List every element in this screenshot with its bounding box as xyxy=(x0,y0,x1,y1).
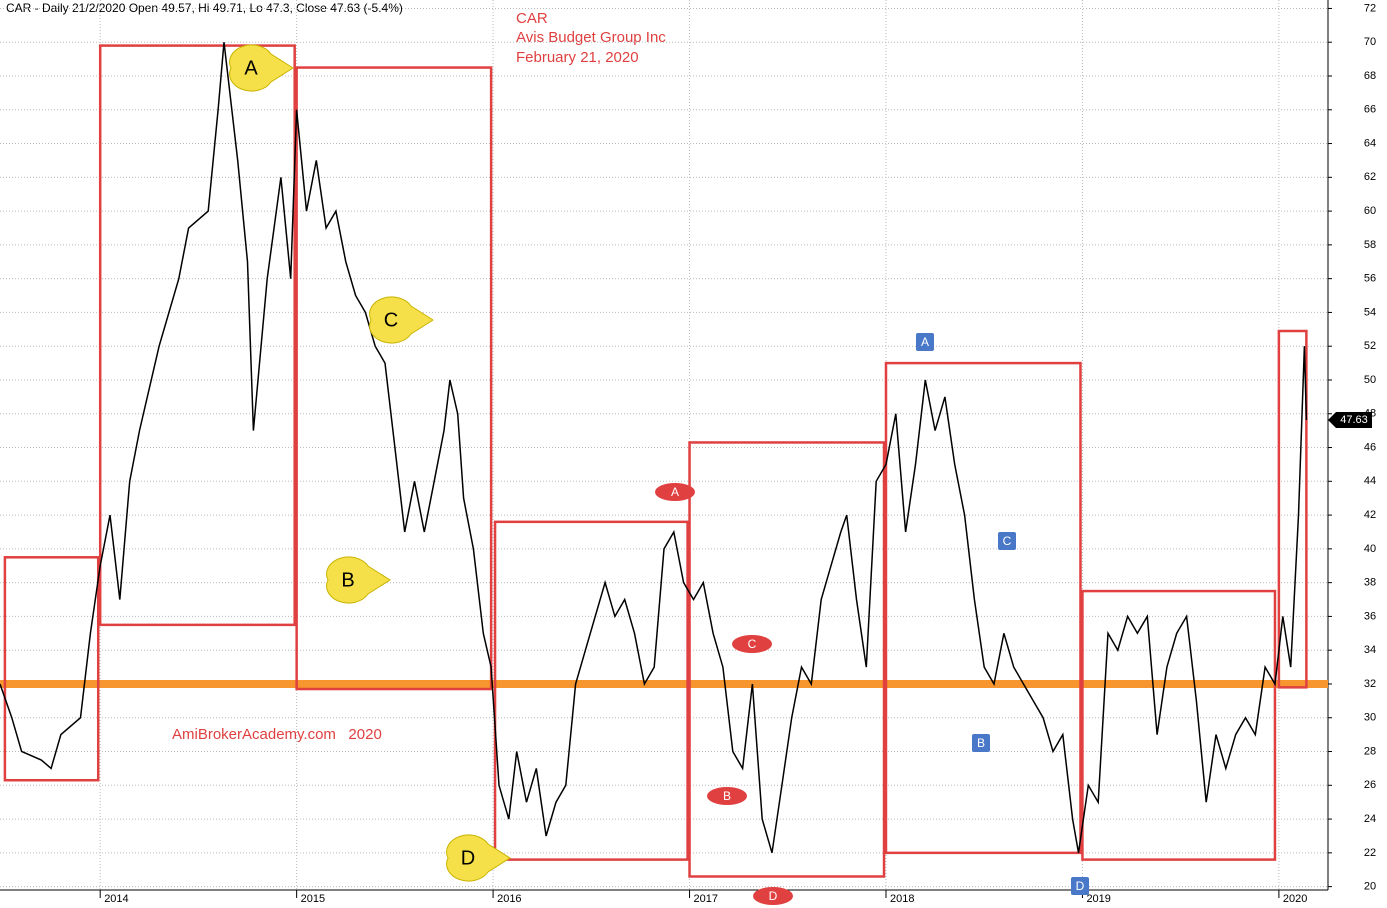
y-tick-label: 70 xyxy=(1364,36,1376,48)
x-tick-label: 2017 xyxy=(694,893,718,905)
x-tick-label: 2018 xyxy=(890,893,914,905)
square-marker xyxy=(972,734,990,752)
x-tick-label: 2019 xyxy=(1086,893,1110,905)
callout xyxy=(326,556,391,604)
y-tick-label: 64 xyxy=(1364,137,1376,149)
y-tick-label: 62 xyxy=(1364,171,1376,183)
x-tick-label: 2020 xyxy=(1283,893,1307,905)
y-tick-label: 68 xyxy=(1364,70,1376,82)
range-box xyxy=(3,556,100,782)
pattern-label: B xyxy=(977,736,985,750)
y-tick-label: 46 xyxy=(1364,441,1376,453)
y-tick-label: 34 xyxy=(1364,644,1376,656)
pattern-label: B xyxy=(723,789,731,803)
oval-marker xyxy=(707,787,747,805)
range-box xyxy=(884,361,1082,855)
y-tick-label: 66 xyxy=(1364,104,1376,116)
range-box xyxy=(493,520,689,861)
y-tick-label: 54 xyxy=(1364,306,1376,318)
y-tick-label: 42 xyxy=(1364,509,1376,521)
square-marker xyxy=(998,532,1016,550)
y-tick-label: 24 xyxy=(1364,813,1376,825)
watermark: AmiBrokerAcademy.com 2020 xyxy=(172,726,382,743)
x-tick-label: 2016 xyxy=(497,893,521,905)
range-box xyxy=(98,44,296,627)
range-box xyxy=(688,441,886,878)
price-line xyxy=(0,42,1308,854)
y-tick-label: 26 xyxy=(1364,779,1376,791)
y-tick-label: 36 xyxy=(1364,610,1376,622)
range-box xyxy=(1277,329,1308,689)
y-tick-label: 72 xyxy=(1364,2,1376,14)
y-tick-label: 28 xyxy=(1364,745,1376,757)
oval-marker xyxy=(732,635,772,653)
subtitle: Avis Budget Group Inc xyxy=(516,29,666,46)
pattern-label: B xyxy=(341,569,354,591)
y-tick-label: 32 xyxy=(1364,678,1376,690)
last-price-tag xyxy=(1328,412,1372,429)
oval-marker xyxy=(655,483,695,501)
pattern-label: A xyxy=(921,335,929,349)
callout xyxy=(229,44,294,92)
pattern-label: C xyxy=(748,637,757,651)
y-tick-label: 40 xyxy=(1364,543,1376,555)
y-tick-label: 56 xyxy=(1364,273,1376,285)
last-price-label: 47.63 xyxy=(1340,414,1368,426)
y-tick-label: 58 xyxy=(1364,239,1376,251)
y-tick-label: 50 xyxy=(1364,374,1376,386)
y-tick-label: 38 xyxy=(1364,577,1376,589)
oval-marker xyxy=(753,887,793,905)
y-tick-label: 52 xyxy=(1364,340,1376,352)
callout xyxy=(446,834,511,882)
y-tick-label: 22 xyxy=(1364,847,1376,859)
y-tick-label: 60 xyxy=(1364,205,1376,217)
y-tick-label: 20 xyxy=(1364,881,1376,893)
pattern-label: D xyxy=(769,889,778,903)
pattern-label: D xyxy=(1076,879,1085,893)
range-box xyxy=(1081,589,1277,861)
square-marker xyxy=(916,333,934,351)
callout xyxy=(369,296,434,344)
pattern-label: A xyxy=(671,485,679,499)
y-tick-label: 30 xyxy=(1364,712,1376,724)
range-box xyxy=(295,66,493,691)
date: February 21, 2020 xyxy=(516,49,639,66)
square-marker xyxy=(1071,877,1089,895)
chart-title: CAR xyxy=(516,10,548,27)
x-tick-label: 2014 xyxy=(104,893,128,905)
x-tick-label: 2015 xyxy=(301,893,325,905)
y-tick-label: 44 xyxy=(1364,475,1376,487)
pattern-label: C xyxy=(384,309,398,331)
pattern-label: A xyxy=(244,57,258,79)
pattern-label: C xyxy=(1003,534,1012,548)
pattern-label: D xyxy=(461,847,475,869)
